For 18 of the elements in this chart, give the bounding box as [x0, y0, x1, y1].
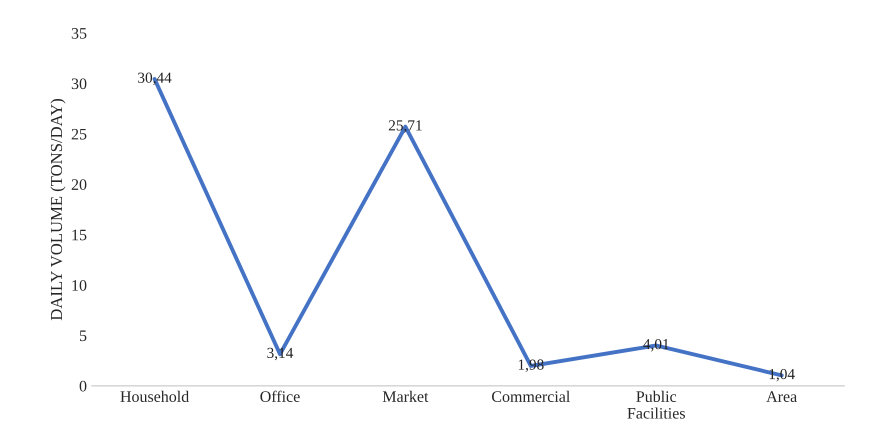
data-label: 30,44 [138, 72, 172, 86]
y-tick-label: 20 [72, 179, 86, 190]
x-tick-label: Office [260, 390, 300, 402]
y-tick-label: 35 [72, 28, 86, 39]
x-tick-label: Area [766, 391, 797, 402]
x-tick-label: Public Facilities [627, 390, 685, 419]
y-tick-label: 15 [72, 230, 86, 240]
y-axis-title: DAILY VOLUME (TONS/DAY) [50, 98, 66, 320]
data-label: 1,04 [770, 368, 795, 382]
x-tick-label: Commercial [492, 390, 570, 402]
y-tick-label: 0 [80, 380, 86, 392]
x-tick-label: Household [120, 390, 189, 402]
y-tick-label: 10 [72, 280, 86, 291]
y-tick-label: 30 [72, 78, 86, 90]
x-tick-label: Market [382, 390, 428, 402]
data-label: 3,14 [267, 348, 294, 360]
y-tick-label: 25 [72, 128, 86, 140]
y-tick-label: 5 [80, 330, 86, 342]
